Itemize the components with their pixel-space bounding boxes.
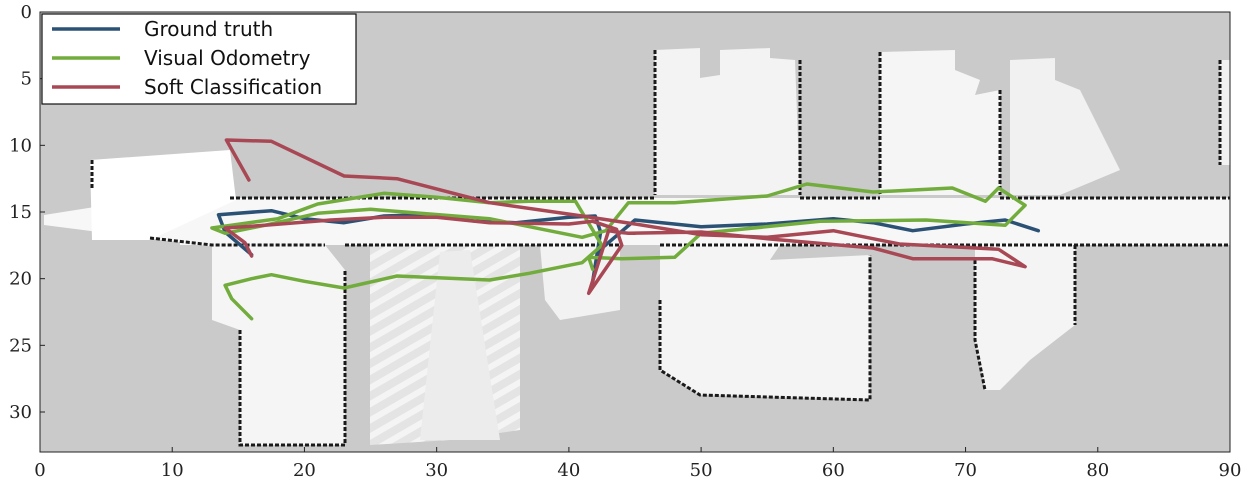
x-tick-label: 50 — [690, 460, 713, 481]
legend-label-soft-classification: Soft Classification — [144, 75, 322, 99]
x-tick-label: 90 — [1219, 460, 1242, 481]
legend-label-ground-truth: Ground truth — [144, 17, 273, 41]
x-tick-label: 30 — [425, 460, 448, 481]
y-tick-label: 0 — [21, 2, 32, 23]
y-tick-label: 15 — [9, 202, 32, 223]
x-tick-label: 10 — [161, 460, 184, 481]
y-tick-label: 5 — [21, 69, 32, 90]
x-axis: 0 10 20 30 40 50 60 70 80 90 — [34, 447, 1241, 481]
x-tick-label: 40 — [557, 460, 580, 481]
x-tick-label: 80 — [1086, 460, 1109, 481]
x-tick-label: 70 — [954, 460, 977, 481]
y-axis: 0 5 10 15 20 25 30 — [9, 2, 45, 423]
legend: Ground truth Visual Odometry Soft Classi… — [41, 13, 357, 105]
occupancy-map — [44, 48, 1230, 447]
y-tick-label: 20 — [9, 269, 32, 290]
legend-label-visual-odometry: Visual Odometry — [144, 46, 311, 70]
series-line-soft-classification — [223, 138, 1027, 296]
series-layer — [210, 138, 1041, 321]
series-line-visual-odometry — [210, 182, 1027, 321]
x-tick-label: 0 — [34, 460, 45, 481]
x-tick-label: 20 — [293, 460, 316, 481]
x-tick-label: 60 — [822, 460, 845, 481]
y-tick-label: 30 — [9, 402, 32, 423]
y-tick-label: 10 — [9, 135, 32, 156]
y-tick-label: 25 — [9, 335, 32, 356]
plot-frame — [39, 11, 1231, 453]
